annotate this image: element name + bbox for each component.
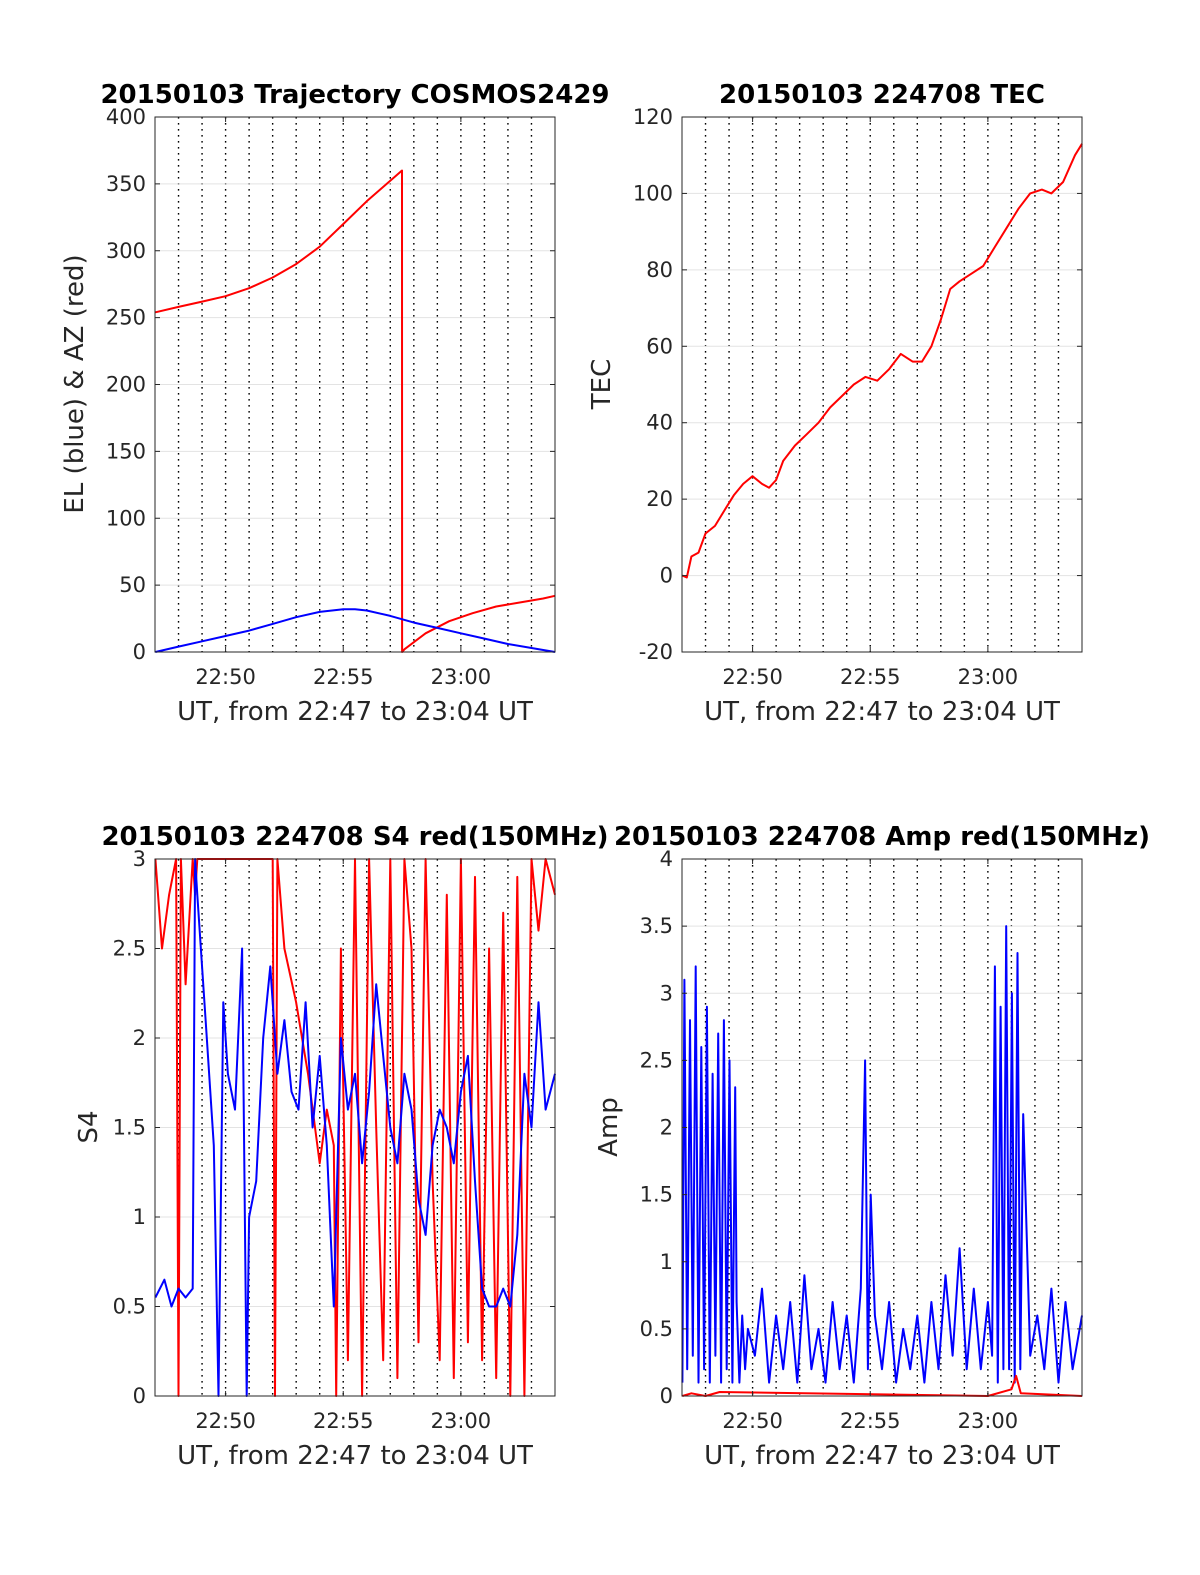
series-layer xyxy=(155,169,556,653)
y-tick-label: 80 xyxy=(646,258,673,282)
chart-title: 20150103 224708 TEC xyxy=(719,80,1045,110)
series-line-2 xyxy=(154,858,556,1397)
y-tick-label: 1 xyxy=(660,1250,673,1274)
y-axis: 0 0.5 1 1.5 2 2.5 3 xyxy=(113,847,555,1408)
x-axis-label: UT, from 22:47 to 23:04 UT xyxy=(704,1441,1060,1471)
y-tick-label: 0 xyxy=(133,640,146,664)
y-tick-label: 250 xyxy=(106,306,146,330)
x-tick-label: 22:50 xyxy=(195,665,256,689)
y-tick-label: 0.5 xyxy=(640,1317,673,1341)
y-tick-label: 2 xyxy=(660,1116,673,1140)
y-tick-label: 150 xyxy=(106,439,146,463)
y-tick-label: 2 xyxy=(133,1026,146,1050)
x-tick-label: 23:00 xyxy=(431,665,492,689)
x-axis-label: UT, from 22:47 to 23:04 UT xyxy=(177,697,533,727)
y-tick-label: 0 xyxy=(660,564,673,588)
panel-tec: 20150103 224708 TEC -20 0 20 40 60 80 100 120 2… xyxy=(587,80,1083,727)
y-tick-label: 1.5 xyxy=(640,1183,673,1207)
chart-title: 20150103 Trajectory COSMOS2429 xyxy=(100,80,609,110)
y-tick-label: 3 xyxy=(660,981,673,1005)
y-tick-label: 350 xyxy=(106,172,146,196)
y-tick-label: 0 xyxy=(133,1384,146,1408)
y-tick-label: 50 xyxy=(119,573,146,597)
y-tick-label: 2.5 xyxy=(113,937,146,961)
y-tick-label: 4 xyxy=(660,847,673,871)
chart-title: 20150103 224708 S4 red(150MHz) xyxy=(101,822,608,852)
series-line-2 xyxy=(155,608,556,653)
y-tick-label: 1 xyxy=(133,1205,146,1229)
y-axis-label: Amp xyxy=(594,1097,624,1157)
x-tick-label: 23:00 xyxy=(958,665,1019,689)
x-axis-label: UT, from 22:47 to 23:04 UT xyxy=(177,1441,533,1471)
series-layer xyxy=(154,858,556,1397)
x-tick-label: 22:55 xyxy=(313,1409,374,1433)
y-axis: 0 50 100 150 200 250 300 350 400 xyxy=(106,105,555,664)
panel-s4: 20150103 224708 S4 red(150MHz) 0 0.5 1 1.5 2… xyxy=(74,822,609,1471)
plot-area-frame xyxy=(681,116,1083,653)
y-axis: 0 0.5 1 1.5 2 2.5 3 3.5 4 xyxy=(640,847,1082,1408)
series-line-1 xyxy=(155,169,556,653)
y-tick-label: -20 xyxy=(639,640,673,664)
x-axis: 22:50 22:55 23:00 xyxy=(722,859,1018,1433)
y-axis: -20 0 20 40 60 80 100 120 xyxy=(633,105,1082,664)
x-axis: 22:50 22:55 23:00 xyxy=(195,117,491,689)
x-axis: 22:50 22:55 23:00 xyxy=(722,117,1018,689)
series-layer xyxy=(682,143,1083,579)
x-tick-label: 23:00 xyxy=(958,1409,1019,1433)
panel-trajectory: 20150103 Trajectory COSMOS2429 0 50 100 150… xyxy=(60,80,610,727)
y-tick-label: 100 xyxy=(106,506,146,530)
y-tick-label: 400 xyxy=(106,105,146,129)
y-tick-label: 40 xyxy=(646,411,673,435)
x-tick-label: 22:55 xyxy=(840,665,901,689)
x-tick-label: 22:55 xyxy=(313,665,374,689)
grid xyxy=(682,117,1082,652)
y-tick-label: 100 xyxy=(633,181,673,205)
y-tick-label: 60 xyxy=(646,334,673,358)
y-tick-label: 2.5 xyxy=(640,1048,673,1072)
y-tick-label: 1.5 xyxy=(113,1116,146,1140)
y-tick-label: 3.5 xyxy=(640,914,673,938)
x-tick-label: 22:55 xyxy=(840,1409,901,1433)
y-axis-label: TEC xyxy=(587,359,617,410)
y-axis-label: EL (blue) & AZ (red) xyxy=(60,254,90,513)
y-tick-label: 0 xyxy=(660,1384,673,1408)
series-line-1 xyxy=(682,143,1083,579)
x-tick-label: 22:50 xyxy=(722,1409,783,1433)
series-line-1 xyxy=(681,925,1083,1384)
y-axis-label: S4 xyxy=(74,1110,104,1143)
y-tick-label: 200 xyxy=(106,373,146,397)
chart-title: 20150103 224708 Amp red(150MHz) xyxy=(614,822,1150,852)
panel-amp: 20150103 224708 Amp red(150MHz) 0 0.5 1 1.5… xyxy=(594,822,1150,1471)
x-tick-label: 22:50 xyxy=(195,1409,256,1433)
x-tick-label: 22:50 xyxy=(722,665,783,689)
grid xyxy=(155,117,555,652)
y-tick-label: 120 xyxy=(633,105,673,129)
x-axis: 22:50 22:55 23:00 xyxy=(195,859,491,1433)
y-tick-label: 300 xyxy=(106,239,146,263)
y-tick-label: 3 xyxy=(133,847,146,871)
x-axis-label: UT, from 22:47 to 23:04 UT xyxy=(704,697,1060,727)
y-tick-label: 20 xyxy=(646,487,673,511)
x-tick-label: 23:00 xyxy=(431,1409,492,1433)
y-tick-label: 0.5 xyxy=(113,1295,146,1319)
